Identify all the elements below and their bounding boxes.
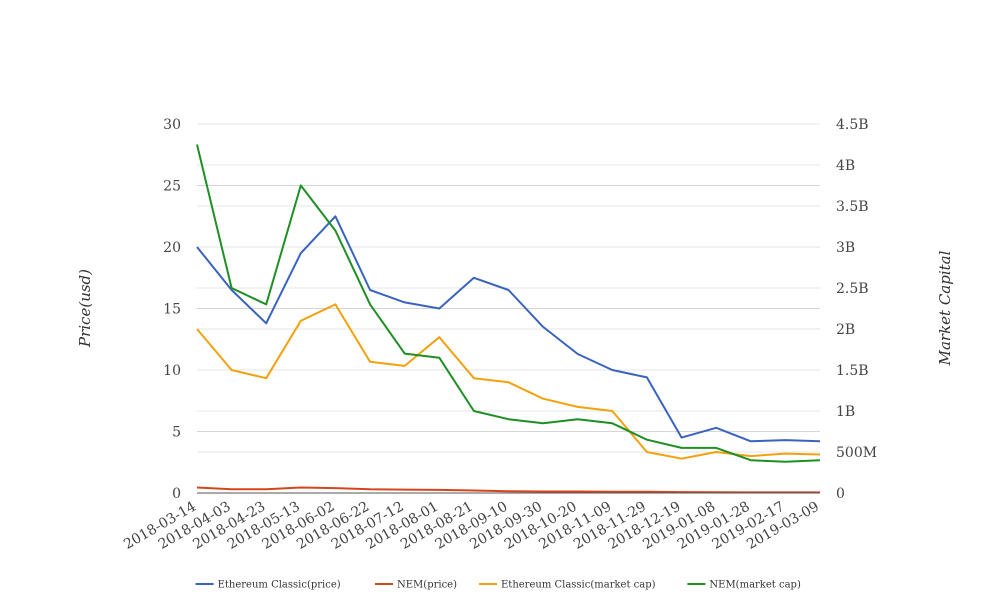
legend-label: NEM(market cap) (709, 580, 801, 591)
y-right-tick-label: 500M (836, 445, 877, 461)
y-right-tick-label: 1.5B (836, 363, 869, 379)
y-left-tick-label: 10 (163, 363, 181, 379)
y-right-tick-label: 3.5B (836, 199, 869, 215)
y-left-tick-label: 15 (163, 302, 181, 318)
grid-lines (197, 123, 820, 494)
y-right-tick-label: 2.5B (836, 281, 869, 297)
series-line (196, 303, 821, 460)
legend-label: Ethereum Classic(market cap) (501, 580, 656, 591)
y-right-tick-labels: 0 500M 1B 1.5B 2B 2.5B 3B 3.5B 4B 4.5B (836, 117, 877, 502)
x-tick-labels: 2018-03-142018-04-032018-04-232018-05-13… (121, 499, 822, 553)
series-line (196, 486, 820, 494)
y-left-tick-label: 0 (172, 486, 181, 502)
y-left-tick-label: 5 (172, 425, 181, 441)
legend: Ethereum Classic(price) NEM(price) Ethereu… (195, 580, 801, 591)
y-right-axis-title: Market Capital (936, 250, 954, 366)
y-right-tick-label: 4B (836, 158, 855, 174)
series-lines (196, 144, 821, 494)
y-right-tick-label: 1B (836, 404, 855, 420)
legend-label: NEM(price) (397, 580, 457, 591)
y-right-tick-label: 0 (836, 486, 845, 502)
y-left-tick-label: 20 (163, 240, 181, 256)
y-right-tick-label: 4.5B (836, 117, 869, 133)
y-left-tick-label: 30 (163, 117, 181, 133)
series-line (196, 144, 821, 463)
legend-label: Ethereum Classic(price) (218, 580, 341, 591)
y-right-tick-label: 2B (836, 322, 855, 338)
y-left-tick-labels: 0 5 10 15 20 25 30 (163, 117, 181, 502)
y-left-axis-title: Price(usd) (76, 269, 94, 348)
y-right-tick-label: 3B (836, 240, 855, 256)
series-line (196, 215, 821, 443)
y-left-tick-label: 25 (163, 179, 181, 195)
